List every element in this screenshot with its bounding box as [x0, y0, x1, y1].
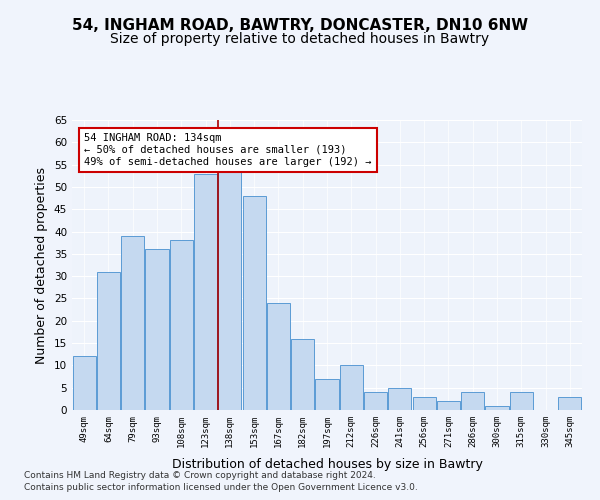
Bar [218, 169, 241, 410]
X-axis label: Distribution of detached houses by size in Bawtry: Distribution of detached houses by size … [172, 458, 482, 471]
Bar [170, 240, 193, 410]
Bar [291, 338, 314, 410]
Bar [388, 388, 412, 410]
Text: Size of property relative to detached houses in Bawtry: Size of property relative to detached ho… [110, 32, 490, 46]
Text: 54 INGHAM ROAD: 134sqm
← 50% of detached houses are smaller (193)
49% of semi-de: 54 INGHAM ROAD: 134sqm ← 50% of detached… [84, 134, 371, 166]
Y-axis label: Number of detached properties: Number of detached properties [35, 166, 49, 364]
Bar [364, 392, 387, 410]
Text: 54, INGHAM ROAD, BAWTRY, DONCASTER, DN10 6NW: 54, INGHAM ROAD, BAWTRY, DONCASTER, DN10… [72, 18, 528, 32]
Bar [121, 236, 144, 410]
Text: Contains HM Land Registry data © Crown copyright and database right 2024.: Contains HM Land Registry data © Crown c… [24, 471, 376, 480]
Text: Contains public sector information licensed under the Open Government Licence v3: Contains public sector information licen… [24, 484, 418, 492]
Bar [461, 392, 484, 410]
Bar [437, 401, 460, 410]
Bar [73, 356, 95, 410]
Bar [194, 174, 217, 410]
Bar [242, 196, 266, 410]
Bar [485, 406, 509, 410]
Bar [145, 250, 169, 410]
Bar [267, 303, 290, 410]
Bar [510, 392, 533, 410]
Bar [316, 379, 338, 410]
Bar [97, 272, 120, 410]
Bar [559, 396, 581, 410]
Bar [413, 396, 436, 410]
Bar [340, 366, 363, 410]
